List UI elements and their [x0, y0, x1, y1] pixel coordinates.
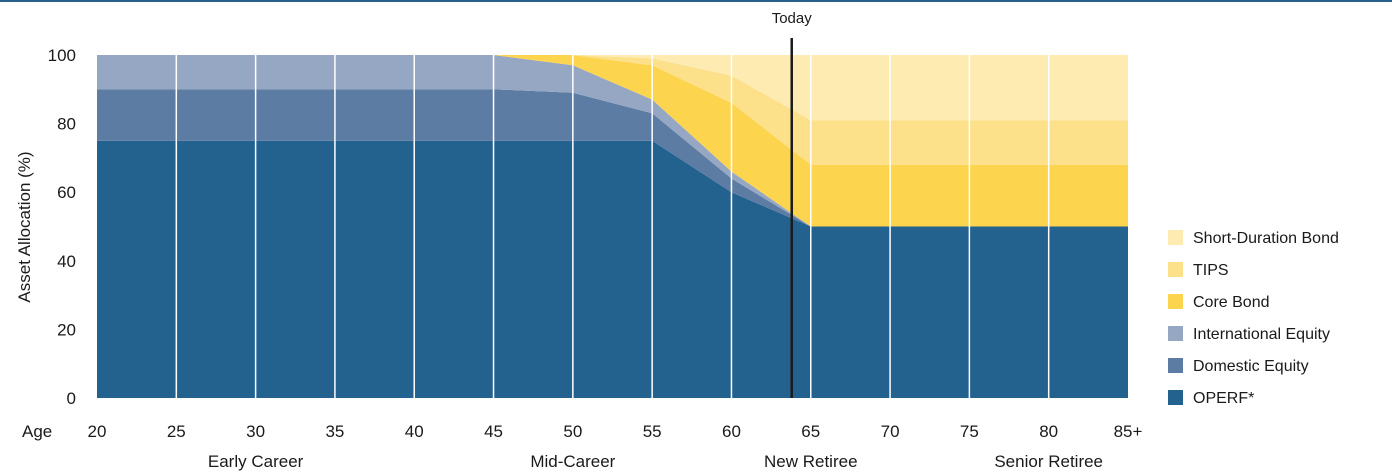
area-international-equity — [97, 55, 1128, 227]
legend-swatch-international-equity — [1168, 326, 1183, 341]
area-tips — [97, 55, 1128, 165]
x-axis-prefix: Age — [22, 422, 52, 441]
legend-label-international-equity: International Equity — [1193, 326, 1330, 343]
x-tick-label: 70 — [881, 422, 900, 441]
top-rule — [0, 0, 1392, 2]
x-tick-label: 35 — [325, 422, 344, 441]
legend-label-core-bond: Core Bond — [1193, 294, 1270, 311]
x-tick-label: 80 — [1039, 422, 1058, 441]
x-tick-label: 55 — [643, 422, 662, 441]
grid-lines — [175, 55, 1050, 398]
legend-label-short-duration-bond: Short-Duration Bond — [1193, 230, 1339, 247]
x-tick-label: 30 — [246, 422, 265, 441]
phase-label-senior-retiree: Senior Retiree — [994, 452, 1103, 471]
x-tick-label: 65 — [801, 422, 820, 441]
area-layers — [97, 55, 1128, 399]
legend-swatch-short-duration-bond — [1168, 230, 1183, 245]
x-tick-label: 25 — [167, 422, 186, 441]
x-tick-label: 60 — [722, 422, 741, 441]
phase-labels: Early Career Mid-Career New Retiree Senior … — [208, 452, 1103, 471]
x-tick-label: 75 — [960, 422, 979, 441]
x-tick-label: 40 — [405, 422, 424, 441]
y-axis-title: Asset Allocation (%) — [15, 151, 34, 302]
area-short-duration-bond — [97, 55, 1128, 121]
phase-label-early-career: Early Career — [208, 452, 304, 471]
y-tick-label: 80 — [57, 115, 76, 134]
legend: Short-Duration Bond TIPS Core Bond Internat… — [1168, 230, 1339, 407]
today-label: Today — [772, 10, 813, 27]
phase-label-mid-career: Mid-Career — [530, 452, 615, 471]
x-tick-label: 45 — [484, 422, 503, 441]
legend-label-tips: TIPS — [1193, 262, 1229, 279]
x-tick-label: 50 — [563, 422, 582, 441]
phase-label-new-retiree: New Retiree — [764, 452, 858, 471]
x-tick-label: 85+ — [1114, 422, 1143, 441]
legend-swatch-operf — [1168, 390, 1183, 405]
legend-swatch-tips — [1168, 262, 1183, 277]
legend-label-domestic-equity: Domestic Equity — [1193, 358, 1309, 375]
legend-swatch-domestic-equity — [1168, 358, 1183, 373]
y-tick-label: 0 — [67, 389, 76, 408]
area-operf — [97, 140, 1128, 399]
y-ticks: 0 20 40 60 80 100 — [48, 46, 76, 408]
area-domestic-equity — [97, 89, 1128, 227]
legend-label-operf: OPERF* — [1193, 390, 1254, 407]
today-marker-group: Today — [772, 10, 813, 398]
x-ticks: 20 25 30 35 40 45 50 55 60 65 70 75 80 85+ — [88, 422, 1143, 441]
area-core-bond — [97, 55, 1128, 227]
legend-swatch-core-bond — [1168, 294, 1183, 309]
y-tick-label: 100 — [48, 46, 76, 65]
x-tick-label: 20 — [88, 422, 107, 441]
y-tick-label: 40 — [57, 252, 76, 271]
y-tick-label: 60 — [57, 183, 76, 202]
y-tick-label: 20 — [57, 320, 76, 339]
